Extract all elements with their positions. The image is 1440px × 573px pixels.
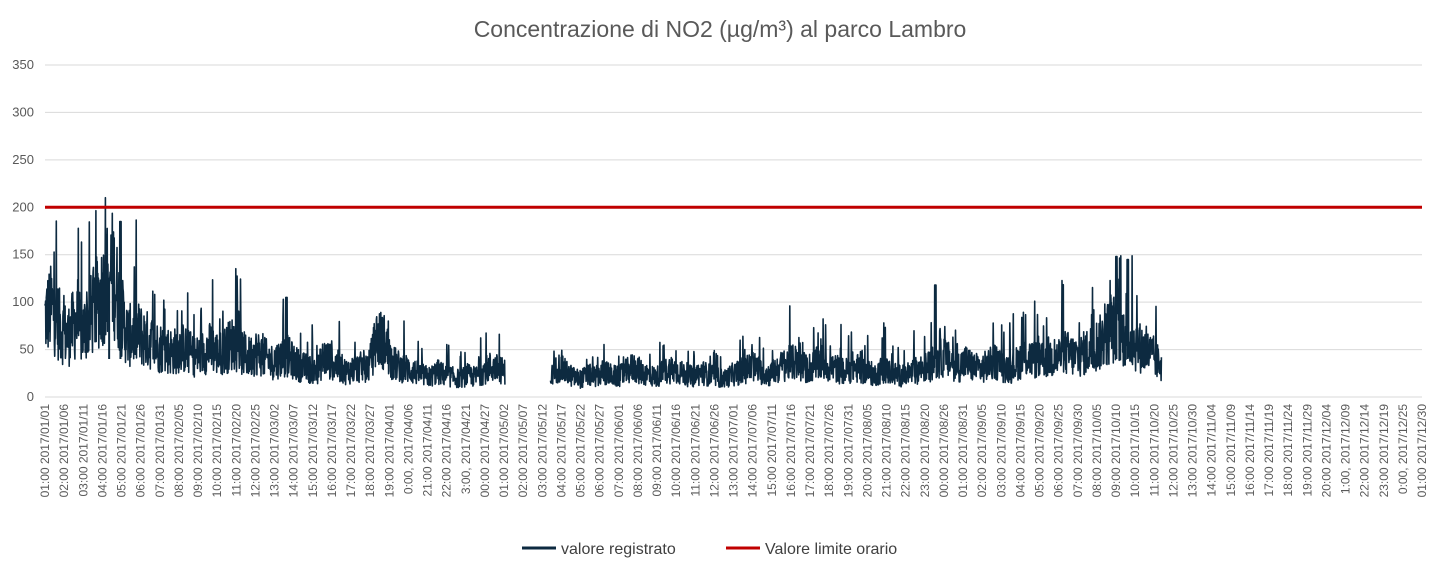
y-tick-label: 200: [12, 199, 34, 214]
legend-label-valore-limite-orario: Valore limite orario: [765, 541, 897, 558]
x-tick-label: 04:00 2017/01/16: [95, 404, 109, 498]
x-tick-label: 14:00 2017/07/06: [746, 404, 760, 498]
x-tick-label: 08:00 2017/10/05: [1090, 404, 1104, 498]
x-tick-label: 19:00 2017/11/29: [1300, 404, 1314, 497]
legend: valore registrato Valore limite orario: [522, 541, 897, 558]
x-tick-label: 01:00 2017/01/01: [38, 404, 52, 498]
x-tick-label: 01:00 2017/08/31: [956, 404, 970, 498]
x-tick-label: 01:00 2017/05/02: [497, 404, 511, 498]
x-tick-label: 22:00 2017/08/15: [899, 404, 913, 498]
x-tick-label: 15:00 2017/07/11: [765, 404, 779, 497]
x-tick-label: 06:00 2017/05/27: [593, 404, 607, 498]
x-tick-label: 02:00 2017/01/06: [57, 404, 71, 498]
x-tick-label: 01:00 2017/12/30: [1415, 404, 1429, 498]
x-tick-label: 11:00 2017/02/20: [229, 404, 243, 497]
x-tick-label: 08:00 2017/06/06: [631, 404, 645, 498]
x-tick-label: 02:00 2017/05/07: [516, 404, 530, 498]
x-tick-label: 06:00 2017/01/26: [134, 404, 148, 498]
y-tick-label: 100: [12, 294, 34, 309]
x-tick-label: 16:00 2017/03/17: [325, 404, 339, 498]
x-tick-label: 22:00 2017/12/14: [1358, 404, 1372, 498]
x-tick-label: 1:00, 2017/12/09: [1339, 404, 1353, 494]
series-line-valore-registrato: [549, 255, 1163, 390]
x-tick-label: 05:00 2017/05/22: [574, 404, 588, 498]
x-tick-label: 17:00 2017/07/21: [803, 404, 817, 498]
x-tick-label: 06:00 2017/09/25: [1052, 404, 1066, 498]
x-tick-label: 18:00 2017/03/27: [363, 404, 377, 498]
x-tick-label: 07:00 2017/09/30: [1071, 404, 1085, 498]
x-tick-label: 04:00 2017/09/15: [1013, 404, 1027, 498]
x-tick-label: 04:00 2017/05/17: [554, 404, 568, 498]
chart-title: Concentrazione di NO2 (µg/m³) al parco L…: [474, 16, 967, 42]
x-tick-label: 0:00, 2017/04/06: [401, 404, 415, 494]
x-tick-label: 13:00 2017/10/30: [1186, 404, 1200, 498]
series-line-valore-registrato: [44, 196, 506, 389]
x-tick-label: 17:00 2017/11/19: [1262, 404, 1276, 497]
y-tick-label: 0: [27, 389, 34, 404]
x-tick-label: 02:00 2017/09/05: [975, 404, 989, 498]
x-tick-label: 23:00 2017/08/20: [918, 404, 932, 498]
x-tick-label: 10:00 2017/06/16: [669, 404, 683, 498]
x-tick-label: 14:00 2017/03/07: [287, 404, 301, 498]
x-tick-label: 3:00, 2017/04/21: [459, 404, 473, 494]
x-tick-label: 11:00 2017/10/20: [1147, 404, 1161, 497]
y-tick-label: 300: [12, 104, 34, 119]
x-tick-label: 15:00 2017/03/12: [306, 404, 320, 498]
x-tick-label: 14:00 2017/11/04: [1205, 404, 1219, 497]
x-axis-tick-labels: 01:00 2017/01/01 02:00 2017/01/06 03:00 20…: [38, 404, 1429, 498]
x-tick-label: 11:00 2017/06/21: [688, 404, 702, 497]
x-tick-label: 08:00 2017/02/05: [172, 404, 186, 498]
x-tick-label: 03:00 2017/09/10: [994, 404, 1008, 498]
x-tick-label: 00:00 2017/04/27: [478, 404, 492, 498]
x-tick-label: 07:00 2017/01/31: [153, 404, 167, 498]
y-tick-label: 150: [12, 247, 34, 262]
x-tick-label: 21:00 2017/08/10: [880, 404, 894, 498]
x-tick-label: 12:00 2017/10/25: [1166, 404, 1180, 498]
x-tick-label: 16:00 2017/11/14: [1243, 404, 1257, 497]
legend-label-valore-registrato: valore registrato: [561, 541, 676, 558]
x-tick-label: 10:00 2017/10/15: [1128, 404, 1142, 498]
x-tick-label: 05:00 2017/09/20: [1033, 404, 1047, 498]
x-tick-label: 13:00 2017/03/02: [268, 404, 282, 498]
y-tick-label: 350: [12, 57, 34, 72]
x-tick-label: 10:00 2017/02/15: [210, 404, 224, 498]
x-tick-label: 21:00 2017/04/11: [421, 404, 435, 497]
y-tick-label: 250: [12, 152, 34, 167]
x-tick-label: 03:00 2017/05/12: [535, 404, 549, 498]
x-tick-label: 15:00 2017/11/09: [1224, 404, 1238, 497]
y-axis-tick-labels: 0 50 100 150 200 250 300 350: [12, 57, 34, 404]
x-tick-label: 16:00 2017/07/16: [784, 404, 798, 498]
x-tick-label: 05:00 2017/01/21: [115, 404, 129, 498]
x-tick-label: 03:00 2017/01/11: [76, 404, 90, 497]
x-tick-label: 12:00 2017/02/25: [248, 404, 262, 498]
x-tick-label: 09:00 2017/02/10: [191, 404, 205, 498]
series-layer: [44, 196, 1422, 390]
x-tick-label: 09:00 2017/10/10: [1109, 404, 1123, 498]
x-tick-label: 18:00 2017/11/24: [1281, 404, 1295, 497]
x-tick-label: 19:00 2017/04/01: [382, 404, 396, 498]
x-tick-label: 0:00, 2017/12/25: [1396, 404, 1410, 494]
x-tick-label: 22:00 2017/04/16: [440, 404, 454, 498]
x-tick-label: 20:00 2017/08/05: [860, 404, 874, 498]
x-tick-label: 07:00 2017/06/01: [612, 404, 626, 498]
y-tick-label: 50: [20, 342, 34, 357]
x-tick-label: 00:00 2017/08/26: [937, 404, 951, 498]
x-tick-label: 18:00 2017/07/26: [822, 404, 836, 498]
x-tick-label: 17:00 2017/03/22: [344, 404, 358, 498]
x-tick-label: 23:00 2017/12/19: [1377, 404, 1391, 498]
x-tick-label: 19:00 2017/07/31: [841, 404, 855, 498]
x-tick-label: 13:00 2017/07/01: [727, 404, 741, 498]
x-tick-label: 20:00 2017/12/04: [1319, 404, 1333, 498]
x-tick-label: 09:00 2017/06/11: [650, 404, 664, 497]
x-tick-label: 12:00 2017/06/26: [707, 404, 721, 498]
